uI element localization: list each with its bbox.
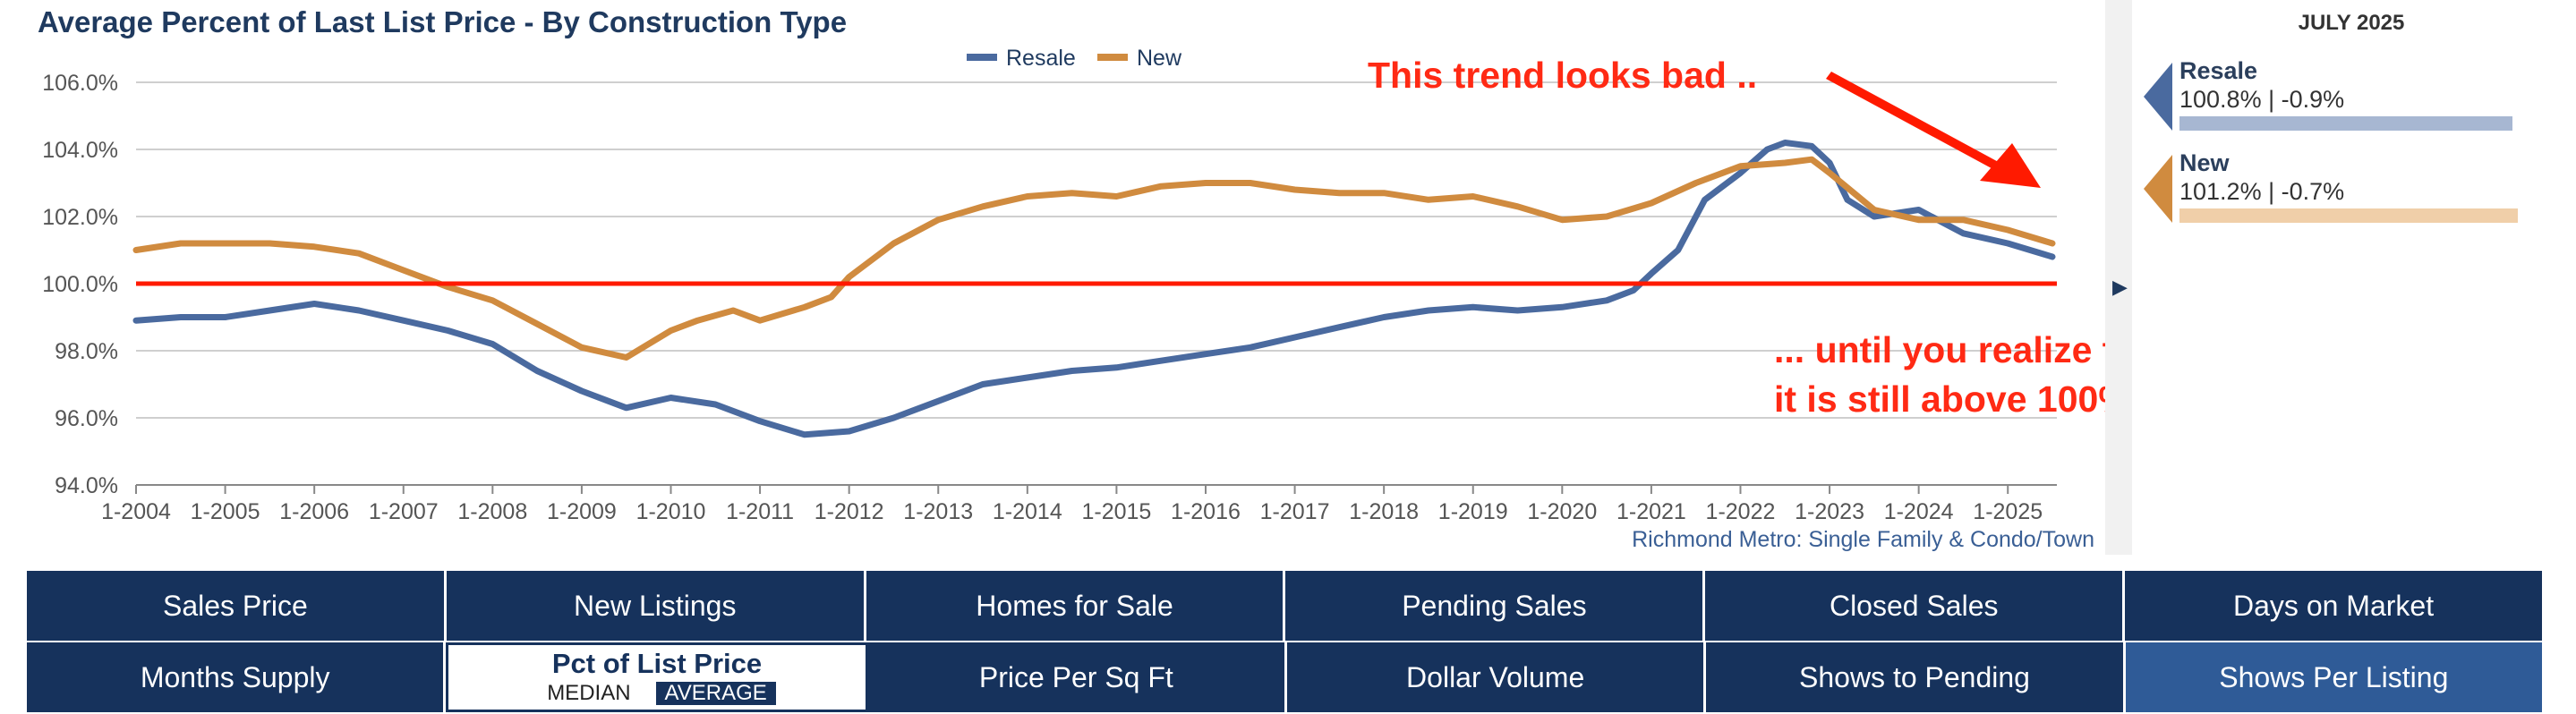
side-card-resale[interactable]: Resale 100.8% | -0.9% (2144, 57, 2538, 138)
x-tick-label: 1-2019 (1438, 499, 1508, 524)
x-tick-label: 1-2013 (903, 499, 973, 524)
side-card-name: New (2179, 149, 2230, 176)
x-tick-label: 1-2025 (1973, 499, 2043, 524)
x-tick-label: 1-2018 (1349, 499, 1419, 524)
x-tick-label: 1-2009 (547, 499, 617, 524)
y-tick-label: 98.0% (55, 339, 118, 364)
expand-arrow-icon[interactable]: ▶ (2112, 276, 2128, 298)
x-tick-label: 1-2022 (1706, 499, 1776, 524)
nav-price-per-sq-ft[interactable]: Price Per Sq Ft (867, 642, 1287, 712)
annotation-until: ... until you realize that (1774, 329, 2105, 370)
nav-pct-of-list-price[interactable]: Pct of List Price MEDIAN AVERAGE (446, 642, 868, 712)
side-panel-divider (2105, 0, 2132, 555)
line-chart: 106.0%104.0%102.0%100.0%98.0%96.0%94.0% … (42, 46, 2105, 552)
chart-title: Average Percent of Last List Price - By … (38, 5, 848, 38)
x-tick-label: 1-2014 (993, 499, 1062, 524)
new-pointer-icon (2144, 155, 2172, 223)
nav-homes-for-sale[interactable]: Homes for Sale (866, 571, 1286, 641)
nav-active-title: Pct of List Price (551, 648, 763, 679)
nav-pending-sales[interactable]: Pending Sales (1285, 571, 1706, 641)
nav-closed-sales[interactable]: Closed Sales (1705, 571, 2126, 641)
nav-days-on-market[interactable]: Days on Market (2125, 571, 2542, 641)
side-card-stat: 101.2% | -0.7% (2179, 178, 2345, 205)
legend[interactable]: Resale New (967, 46, 1182, 71)
y-tick-label: 94.0% (55, 473, 118, 498)
nav-new-listings[interactable]: New Listings (446, 571, 866, 641)
annotation-trend: This trend looks bad .. (1368, 55, 1757, 96)
y-tick-label: 102.0% (42, 205, 118, 230)
x-tick-label: 1-2007 (369, 499, 439, 524)
side-card-stat: 100.8% | -0.9% (2179, 86, 2345, 113)
nav-sales-price[interactable]: Sales Price (27, 571, 447, 641)
y-tick-label: 96.0% (55, 406, 118, 431)
x-tick-label: 1-2006 (279, 499, 349, 524)
arrow-shaft (1826, 72, 2005, 173)
x-tick-label: 1-2023 (1795, 499, 1864, 524)
x-tick-label: 1-2024 (1884, 499, 1954, 524)
toggle-median[interactable]: MEDIAN (547, 681, 631, 705)
resale-pointer-icon (2144, 63, 2172, 131)
nav-shows-per-listing[interactable]: Shows Per Listing (2125, 642, 2542, 712)
side-card-name: Resale (2179, 57, 2258, 84)
nav-months-supply[interactable]: Months Supply (27, 642, 447, 712)
side-card-bar (2179, 116, 2512, 131)
x-axis-ticks: 1-2004 1-2005 1-2006 1-2007 1-2008 1-2009 1-20… (101, 484, 2057, 524)
x-tick-label: 1-2004 (101, 499, 171, 524)
x-tick-label: 1-2010 (636, 499, 706, 524)
source-note: Richmond Metro: Single Family & Condo/To… (1632, 527, 2094, 552)
metric-nav: Sales Price New Listings Homes for Sale … (27, 571, 2542, 714)
x-tick-label: 1-2020 (1527, 499, 1597, 524)
y-axis-ticks: 106.0% 104.0% 102.0% 100.0% 98.0% 96.0% 94.0% (42, 71, 118, 498)
x-tick-label: 1-2017 (1260, 499, 1330, 524)
y-tick-label: 100.0% (42, 272, 118, 297)
annotation-above: it is still above 100% (1774, 378, 2105, 420)
arrow-head (1980, 143, 2041, 188)
legend-label-resale[interactable]: Resale (1006, 46, 1076, 71)
nav-shows-to-pending[interactable]: Shows to Pending (1706, 642, 2126, 712)
side-card-new[interactable]: New 101.2% | -0.7% (2144, 149, 2538, 230)
annotation-arrow (1826, 72, 2041, 188)
series-line-new[interactable] (132, 156, 2056, 361)
x-tick-label: 1-2011 (726, 499, 794, 524)
x-tick-label: 1-2008 (457, 499, 527, 524)
x-tick-label: 1-2015 (1081, 499, 1151, 524)
side-panel-month: JULY 2025 (2298, 11, 2405, 35)
y-tick-label: 106.0% (42, 71, 118, 96)
series-lines (132, 140, 2056, 438)
y-tick-label: 104.0% (42, 138, 118, 163)
series-line-resale[interactable] (132, 140, 2056, 438)
legend-label-new[interactable]: New (1137, 46, 1182, 71)
nav-dollar-volume[interactable]: Dollar Volume (1286, 642, 1707, 712)
x-tick-label: 1-2012 (815, 499, 884, 524)
x-tick-label: 1-2005 (191, 499, 260, 524)
x-tick-label: 1-2021 (1616, 499, 1686, 524)
x-tick-label: 1-2016 (1171, 499, 1241, 524)
side-card-bar (2179, 208, 2518, 223)
median-average-toggle: MEDIAN AVERAGE (538, 682, 776, 705)
toggle-average[interactable]: AVERAGE (655, 682, 776, 705)
